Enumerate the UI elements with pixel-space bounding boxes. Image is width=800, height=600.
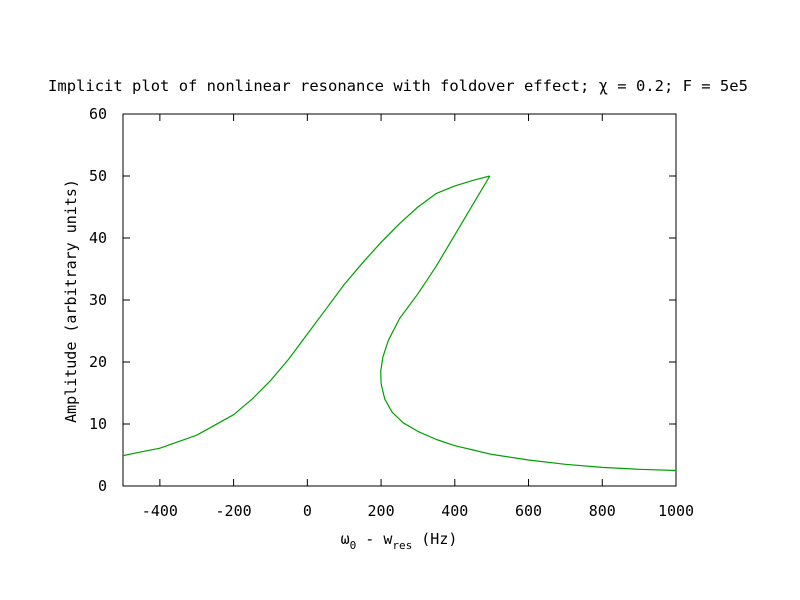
x-tick-label: 600 <box>515 502 542 520</box>
y-tick-label: 40 <box>89 229 107 247</box>
x-tick-label: 800 <box>589 502 616 520</box>
y-axis-label: Amplitude (arbitrary units) <box>62 179 80 423</box>
y-tick-label: 30 <box>89 291 107 309</box>
x-tick-label: 0 <box>303 502 312 520</box>
y-tick-label: 60 <box>89 105 107 123</box>
curve-branch-2 <box>380 175 677 472</box>
x-tick-label: -400 <box>142 502 178 520</box>
series-group <box>122 175 677 472</box>
curve-branch-1 <box>122 175 490 457</box>
y-axis-ticks: 0 10 20 30 40 50 60 <box>89 105 676 495</box>
x-tick-label: -200 <box>216 502 252 520</box>
x-axis-label: ω0 - wres (Hz) <box>341 530 458 552</box>
x-tick-label: 200 <box>368 502 395 520</box>
y-tick-label: 20 <box>89 353 107 371</box>
x-tick-label: 1000 <box>658 502 694 520</box>
y-tick-label: 10 <box>89 415 107 433</box>
x-tick-label: 400 <box>441 502 468 520</box>
y-tick-label: 50 <box>89 167 107 185</box>
y-tick-label: 0 <box>98 477 107 495</box>
chart-title: Implicit plot of nonlinear resonance wit… <box>48 77 748 95</box>
x-axis-ticks: -400 -200 0 200 400 600 800 1000 <box>142 114 694 520</box>
